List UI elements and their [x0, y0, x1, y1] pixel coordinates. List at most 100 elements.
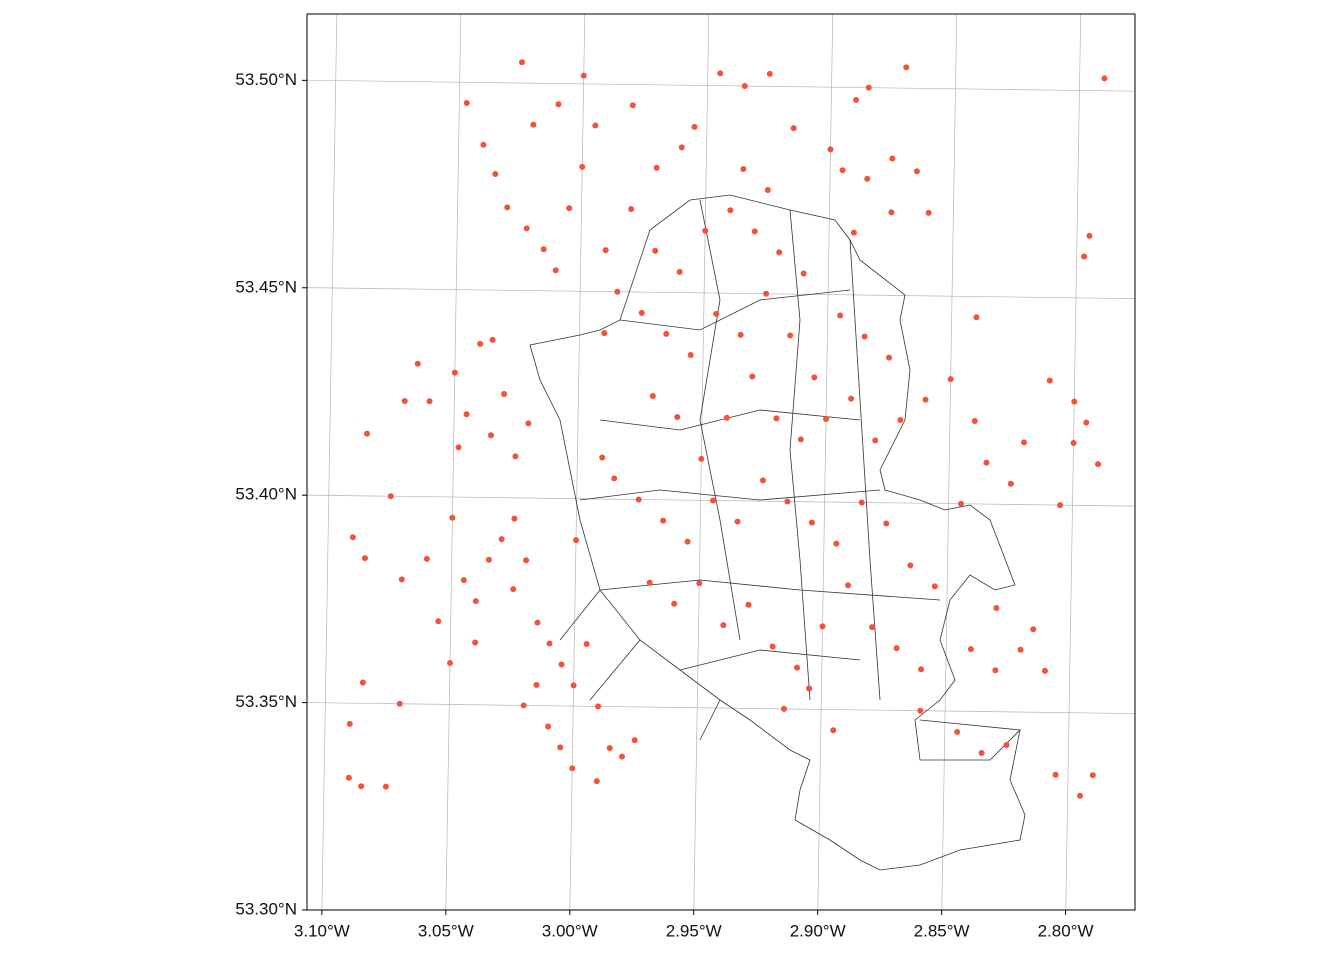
point [525, 420, 532, 427]
point [628, 205, 635, 212]
point [649, 392, 656, 399]
point [780, 705, 787, 712]
point [971, 417, 978, 424]
point [580, 72, 587, 79]
point [396, 700, 403, 707]
point [1101, 75, 1108, 82]
point [638, 309, 645, 316]
point [423, 555, 430, 562]
grid-line [569, 14, 586, 910]
point [751, 228, 758, 235]
grid-line [307, 702, 1135, 714]
point [601, 330, 608, 337]
point [520, 702, 527, 709]
point [1089, 772, 1096, 779]
point [858, 499, 865, 506]
point [797, 436, 804, 443]
point [451, 369, 458, 376]
point [519, 59, 526, 66]
point [498, 536, 505, 543]
point [463, 100, 470, 107]
point [435, 618, 442, 625]
point [358, 783, 365, 790]
point [861, 333, 868, 340]
point [839, 167, 846, 174]
graticule [307, 14, 1135, 910]
point [897, 417, 904, 424]
point [558, 661, 565, 668]
point [455, 444, 462, 451]
ward-boundaries [529, 194, 1026, 871]
point [827, 146, 834, 153]
point [573, 537, 580, 544]
grid-line [941, 14, 958, 910]
point [865, 84, 872, 91]
point [477, 340, 484, 347]
point [545, 723, 552, 730]
point [463, 411, 470, 418]
point [800, 270, 807, 277]
point [510, 586, 517, 593]
point [602, 247, 609, 254]
grid-line [307, 494, 1135, 507]
y-tick-label: 53.30°N [235, 899, 297, 918]
grid-line [693, 14, 710, 910]
point [593, 778, 600, 785]
point [611, 475, 618, 482]
point [569, 765, 576, 772]
point [907, 562, 914, 569]
point [684, 538, 691, 545]
point [646, 579, 653, 586]
point [886, 354, 893, 361]
point [978, 750, 985, 757]
grid-line [1065, 14, 1082, 910]
point [512, 453, 519, 460]
point [888, 209, 895, 216]
point [1041, 667, 1048, 674]
point [973, 314, 980, 321]
point [745, 601, 752, 608]
point [698, 455, 705, 462]
point [764, 187, 771, 194]
point [446, 659, 453, 666]
point [872, 437, 879, 444]
point [663, 330, 670, 337]
point [492, 170, 499, 177]
point [501, 390, 508, 397]
point [790, 125, 797, 132]
point [652, 247, 659, 254]
point [845, 582, 852, 589]
point [1081, 253, 1088, 260]
point [540, 246, 547, 253]
point [830, 727, 837, 734]
point [364, 430, 371, 437]
point [534, 619, 541, 626]
point [784, 498, 791, 505]
point [678, 144, 685, 151]
x-tick-label: 2.95°W [666, 921, 722, 940]
point [893, 645, 900, 652]
point [387, 493, 394, 500]
point [837, 312, 844, 319]
point [361, 555, 368, 562]
point [606, 745, 613, 752]
point [401, 397, 408, 404]
grid-line [817, 14, 834, 910]
point [523, 557, 530, 564]
point [671, 600, 678, 607]
x-tick-label: 3.00°W [542, 921, 598, 940]
point [889, 155, 896, 162]
grid-line [307, 287, 1135, 300]
point [759, 477, 766, 484]
point [511, 515, 518, 522]
point [1046, 377, 1053, 384]
point [1017, 646, 1024, 653]
point [776, 249, 783, 256]
point [806, 685, 813, 692]
grid-line [321, 14, 338, 910]
point [583, 641, 590, 648]
point [523, 225, 530, 232]
point [557, 744, 564, 751]
point [787, 332, 794, 339]
